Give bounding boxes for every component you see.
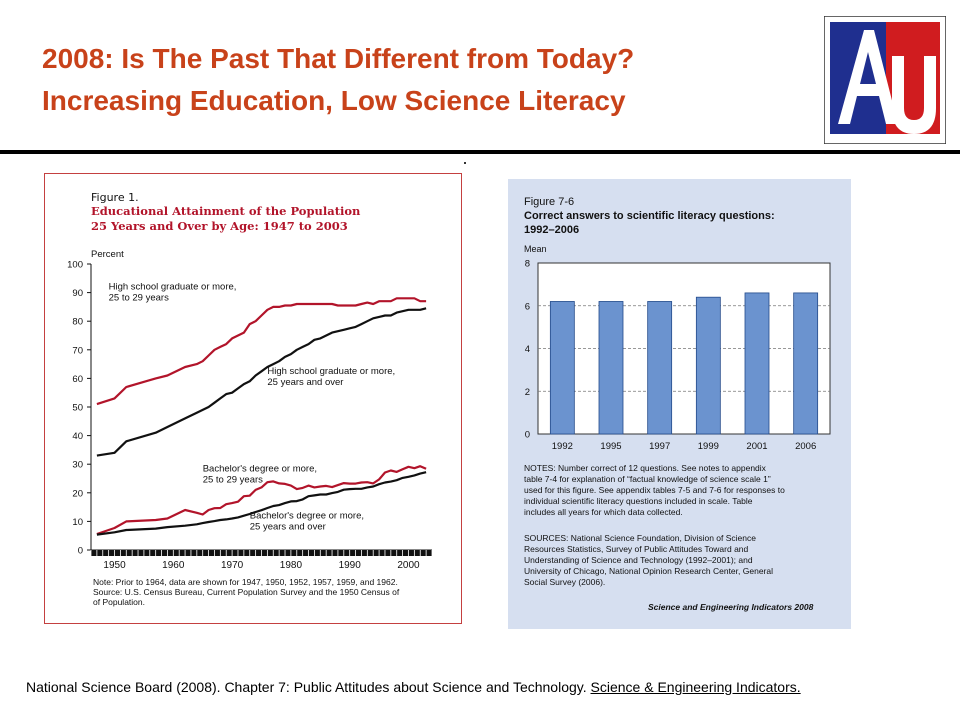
fig2-x-tick-label: 2006 <box>795 441 816 452</box>
citation-link[interactable]: Science & Engineering Indicators. <box>590 679 801 695</box>
fig2-bar <box>647 301 673 435</box>
fig1-x-tick-label: 1960 <box>162 560 185 571</box>
fig2-x-tick-label: 1999 <box>698 441 719 452</box>
fig1-y-tick-label: 100 <box>67 260 83 271</box>
fig1-note-line-2: Source: U.S. Census Bureau, Current Popu… <box>93 587 400 597</box>
fig2-sources-line: Resources Statistics, Survey of Public A… <box>524 544 749 554</box>
fig1-y-tick-label: 40 <box>72 431 83 442</box>
figure-scientific-literacy: Figure 7-6 Correct answers to scientific… <box>508 179 851 629</box>
fig2-y-tick-label: 8 <box>525 259 530 270</box>
fig1-x-tick-label: 1970 <box>221 560 244 571</box>
fig2-y-tick-label: 6 <box>525 301 530 312</box>
fig1-plot-area: 0 10 20 30 40 50 60 70 80 90 100 1950 1960 1970 1980 19… <box>67 260 433 571</box>
fig1-y-tick-label: 70 <box>72 345 83 356</box>
fig1-note-line-1: Note: Prior to 1964, data are shown for … <box>93 577 398 587</box>
fig2-notes-line: table 7-4 for explanation of “factual kn… <box>524 474 771 484</box>
fig2-title-line-2: 1992–2006 <box>524 224 579 236</box>
fig1-note-line-3: of Population. <box>93 597 145 607</box>
fig1-x-tick-label: 2000 <box>397 560 420 571</box>
fig1-x-tick-label: 1950 <box>103 560 126 571</box>
fig2-bar <box>744 292 770 435</box>
fig1-series-line-3 <box>96 465 427 536</box>
fig2-y-tick-label: 0 <box>525 430 530 441</box>
fig2-notes-line: individual scientific literacy questions… <box>524 496 753 506</box>
fig1-series-label-1: High school graduate or more, <box>109 282 237 293</box>
fig1-series-label-2: High school graduate or more, <box>267 366 395 377</box>
fig2-x-tick-label: 1995 <box>600 441 621 452</box>
fig2-bar <box>695 296 721 435</box>
fig2-sources-line: University of Chicago, National Opinion … <box>524 566 773 576</box>
fig2-figure-label: Figure 7-6 <box>524 196 574 208</box>
fig2-bar <box>598 301 624 435</box>
slide-title-line-1: 2008: Is The Past That Different from To… <box>42 43 635 74</box>
fig1-series-line-2 <box>96 307 427 457</box>
fig1-y-tick-label: 50 <box>72 403 83 414</box>
fig2-sources-line: Social Survey (2006). <box>524 577 605 587</box>
fig1-y-tick-label: 60 <box>72 374 83 385</box>
fig1-series-label-4: Bachelor's degree or more, <box>250 511 364 522</box>
figure-educational-attainment: Figure 1. Educational Attainment of the … <box>44 173 462 624</box>
fig2-y-tick-label: 4 <box>525 344 530 355</box>
fig2-chart: Figure 7-6 Correct answers to scientific… <box>524 196 831 612</box>
fig2-title-line-1: Correct answers to scientific literacy q… <box>524 210 775 222</box>
fig1-series-label-4: 25 years and over <box>250 522 326 533</box>
fig2-x-tick-label: 1997 <box>649 441 670 452</box>
fig2-notes-line: used for this figure. See appendix table… <box>524 485 785 495</box>
fig1-y-tick-label: 90 <box>72 288 83 299</box>
fig2-notes: NOTES: Number correct of 12 questions. S… <box>524 463 785 517</box>
stray-mark <box>464 162 466 164</box>
fig1-x-tick-label: 1990 <box>339 560 362 571</box>
title-divider <box>0 150 960 154</box>
fig2-notes-line: includes all years for which data collec… <box>524 507 683 517</box>
fig2-sources-line: Understanding of Science and Technology … <box>524 555 753 565</box>
fig1-y-tick-label: 80 <box>72 317 83 328</box>
fig1-series-line-4 <box>96 471 427 536</box>
fig2-notes-line: NOTES: Number correct of 12 questions. S… <box>524 463 767 473</box>
fig2-bar <box>549 301 575 435</box>
fig1-x-tick-label: 1980 <box>280 560 303 571</box>
fig1-chart: Figure 1. Educational Attainment of the … <box>67 191 433 607</box>
fig1-series-label-3: 25 to 29 years <box>203 474 263 485</box>
fig1-y-tick-label: 10 <box>72 517 83 528</box>
fig2-credit: Science and Engineering Indicators 2008 <box>648 602 814 612</box>
fig2-sources: SOURCES: National Science Foundation, Di… <box>524 533 773 587</box>
university-logo <box>823 15 947 145</box>
fig1-y-tick-label: 30 <box>72 460 83 471</box>
fig1-series-line-1 <box>96 297 427 406</box>
fig2-x-tick-label: 2001 <box>746 441 767 452</box>
fig1-title-line-1: Educational Attainment of the Population <box>91 204 361 218</box>
fig1-series-label-1: 25 to 29 years <box>109 293 169 304</box>
slide-title-line-2: Increasing Education, Low Science Litera… <box>42 85 626 116</box>
fig1-figure-label: Figure 1. <box>91 191 139 204</box>
fig2-y-axis-label: Mean <box>524 244 547 254</box>
fig1-y-axis-label: Percent <box>91 249 124 260</box>
fig2-bar <box>793 292 819 435</box>
slide-title: 2008: Is The Past That Different from To… <box>42 38 802 122</box>
fig1-series-label-3: Bachelor's degree or more, <box>203 463 317 474</box>
citation: National Science Board (2008). Chapter 7… <box>26 678 886 696</box>
citation-text: National Science Board (2008). Chapter 7… <box>26 679 591 695</box>
fig2-x-tick-label: 1992 <box>552 441 573 452</box>
fig2-sources-line: SOURCES: National Science Foundation, Di… <box>524 533 756 543</box>
fig1-y-tick-label: 20 <box>72 488 83 499</box>
fig2-plot-area: 0 2 4 6 8 1992 1995 1997 1999 2001 2006 <box>525 259 831 452</box>
fig1-y-tick-label: 0 <box>78 546 83 557</box>
fig2-y-tick-label: 2 <box>525 387 530 398</box>
fig1-title-line-2: 25 Years and Over by Age: 1947 to 2003 <box>91 219 348 233</box>
fig1-series-label-2: 25 years and over <box>267 377 343 388</box>
